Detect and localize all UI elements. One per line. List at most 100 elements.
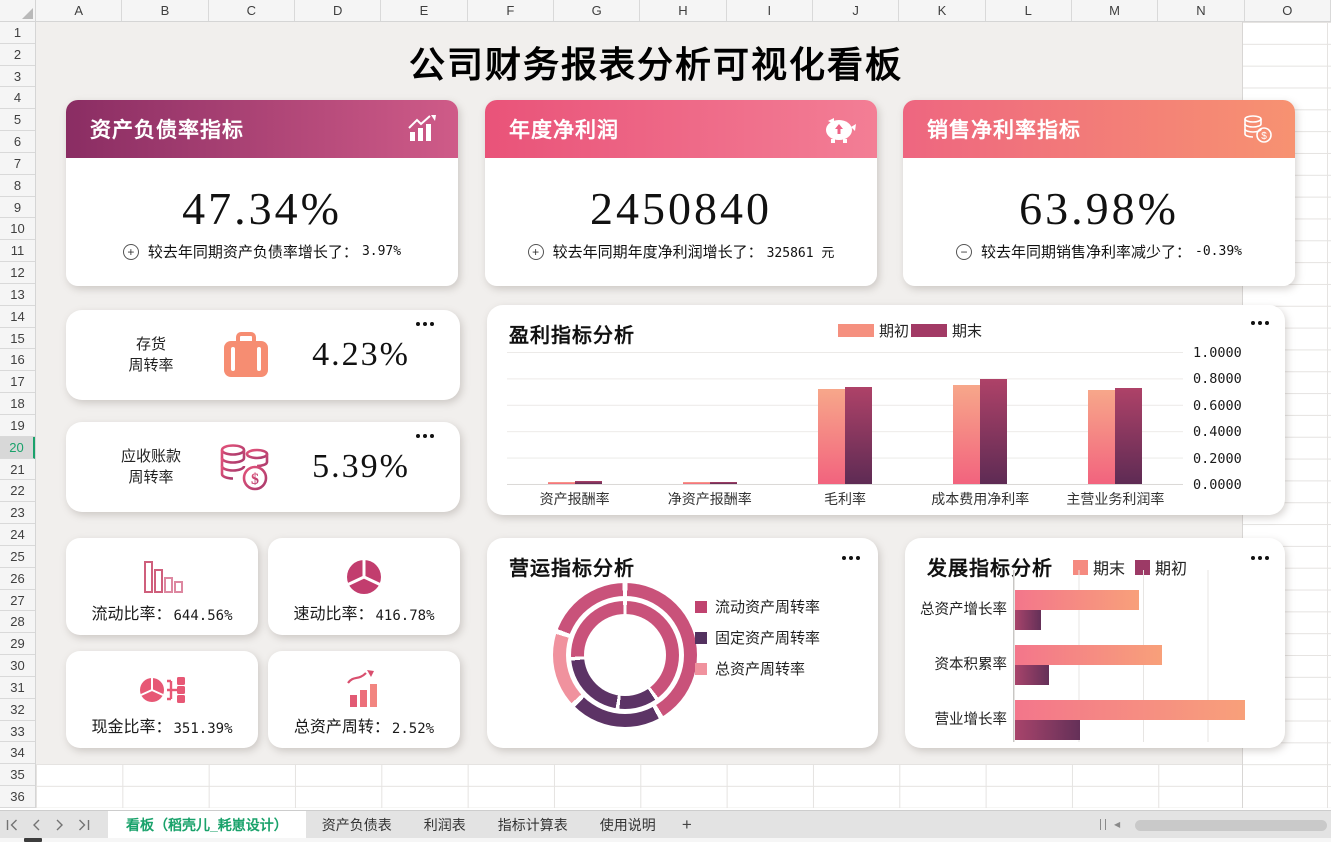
ratio-card-cash-ratio[interactable]: 现金比率： 351.39%: [66, 651, 258, 748]
operation-analysis-chart[interactable]: 营运指标分析 流动资产周转率 固定资产周转率 总资产周转率: [487, 538, 878, 748]
kpi-card-sales-margin[interactable]: 销售净利率指标 $ 63.98% − 较去年同期销售净利率减少了： -0.39%: [903, 100, 1295, 286]
row-header-12[interactable]: 12: [0, 262, 35, 284]
column-header-G[interactable]: G: [554, 0, 641, 21]
tab-指标计算表[interactable]: 指标计算表: [497, 816, 568, 833]
more-options-icon[interactable]: [1248, 321, 1269, 325]
row-header-26[interactable]: 26: [0, 568, 35, 590]
metric-card-inventory-turnover[interactable]: 存货 周转率 4.23%: [66, 310, 460, 400]
legend-swatch: [911, 324, 948, 337]
add-sheet-button[interactable]: +: [681, 814, 692, 834]
row-header-22[interactable]: 22: [0, 480, 35, 503]
row-header-6[interactable]: 6: [0, 131, 35, 153]
row-header-25[interactable]: 25: [0, 546, 35, 568]
tab-使用说明[interactable]: 使用说明: [599, 816, 656, 833]
tab-dashboard-active[interactable]: 看板（稻壳儿_耗崽设计）: [108, 810, 306, 839]
more-options-icon[interactable]: [413, 434, 434, 438]
row-header-20[interactable]: 20: [0, 436, 35, 459]
ratio-card-total-asset-turnover[interactable]: 总资产周转： 2.52%: [268, 651, 460, 748]
scroll-left-icon[interactable]: ◀: [1114, 820, 1121, 829]
row-header-29[interactable]: 29: [0, 633, 35, 656]
row-header-18[interactable]: 18: [0, 393, 35, 415]
chart-legend: 流动资产周转率 固定资产周转率 总资产周转率: [695, 596, 820, 679]
row-header-10[interactable]: 10: [0, 218, 35, 241]
row-header-34[interactable]: 34: [0, 742, 35, 765]
bar-group: [642, 482, 777, 484]
ratio-label: 流动比率：: [91, 605, 172, 623]
row-header-21[interactable]: 21: [0, 459, 35, 481]
row-header-7[interactable]: 7: [0, 153, 35, 175]
first-sheet-button[interactable]: [0, 811, 24, 839]
kpi-card-net-profit[interactable]: 年度净利润 2450840 + 较去年同期年度净利润增长了： 325861 元: [485, 100, 877, 286]
column-header-K[interactable]: K: [899, 0, 986, 21]
ratio-card-quick-ratio[interactable]: 速动比率： 416.78%: [268, 538, 460, 635]
row-header-27[interactable]: 27: [0, 590, 35, 612]
column-header-F[interactable]: F: [468, 0, 554, 21]
more-options-icon[interactable]: [1248, 556, 1269, 560]
y-axis-tick: 0.0000: [1193, 477, 1242, 493]
row-header-8[interactable]: 8: [0, 175, 35, 197]
column-header-M[interactable]: M: [1072, 0, 1159, 21]
tab-splitter-icon[interactable]: [1100, 819, 1106, 830]
row-header-11[interactable]: 11: [0, 240, 35, 263]
row-header-16[interactable]: 16: [0, 349, 35, 372]
kpi-value: 47.34%: [182, 183, 342, 234]
row-header-13[interactable]: 13: [0, 284, 35, 306]
horizontal-scrollbar[interactable]: [1135, 819, 1327, 831]
row-header-36[interactable]: 36: [0, 786, 35, 808]
column-header-O[interactable]: O: [1245, 0, 1331, 21]
kpi-note-text: 较去年同期年度净利润增长了：: [552, 244, 763, 261]
column-header-I[interactable]: I: [727, 0, 813, 21]
row-header-32[interactable]: 32: [0, 699, 35, 721]
column-header-L[interactable]: L: [986, 0, 1072, 21]
row-header-4[interactable]: 4: [0, 87, 35, 110]
row-header-1[interactable]: 1: [0, 22, 35, 44]
kpi-card-title: 年度净利润: [509, 119, 619, 142]
row-header-2[interactable]: 2: [0, 44, 35, 66]
row-header-14[interactable]: 14: [0, 306, 35, 328]
row-header-15[interactable]: 15: [0, 328, 35, 350]
next-sheet-button[interactable]: [48, 811, 72, 839]
row-headers: 1 2 3 4 5 6 7 8 9 10 11 12 13 14 15 16 17 18 19 20 21 22 23 24 2…: [0, 22, 36, 808]
row-header-28[interactable]: 28: [0, 611, 35, 634]
column-header-E[interactable]: E: [381, 0, 468, 21]
row-header-19[interactable]: 19: [0, 415, 35, 437]
row-header-9[interactable]: 9: [0, 197, 35, 219]
row-header-3[interactable]: 3: [0, 66, 35, 88]
column-header-D[interactable]: D: [295, 0, 382, 21]
more-options-icon[interactable]: [839, 556, 860, 560]
column-header-N[interactable]: N: [1158, 0, 1245, 21]
row-header-30[interactable]: 30: [0, 655, 35, 677]
tab-资产负债表[interactable]: 资产负债表: [321, 816, 392, 833]
row-header-33[interactable]: 33: [0, 721, 35, 743]
kpi-note: + 较去年同期资产负债率增长了： 3.97%: [122, 241, 401, 262]
metric-value: 5.39%: [312, 448, 410, 485]
minus-circle-icon: −: [956, 243, 972, 260]
row-header-5[interactable]: 5: [0, 109, 35, 132]
bar-chart-plot: [1013, 570, 1271, 742]
metric-card-receivables-turnover[interactable]: 应收账款 周转率 $ 5.39%: [66, 422, 460, 512]
more-options-icon[interactable]: [413, 322, 434, 326]
declining-bars-icon: [139, 554, 185, 596]
column-header-J[interactable]: J: [813, 0, 900, 21]
rising-bars-icon: [342, 667, 386, 709]
grid-body[interactable]: 公司财务报表分析可视化看板 资产负债率指标 47.34% + 较去年同期资产负债…: [36, 22, 1331, 808]
column-header-B[interactable]: B: [122, 0, 209, 21]
previous-sheet-button[interactable]: [24, 811, 48, 839]
column-header-A[interactable]: A: [36, 0, 123, 21]
kpi-card-debt-ratio[interactable]: 资产负债率指标 47.34% + 较去年同期资产负债率增长了： 3.97%: [66, 100, 458, 286]
row-header-24[interactable]: 24: [0, 524, 35, 546]
row-header-23[interactable]: 23: [0, 502, 35, 525]
select-all-corner[interactable]: [0, 0, 36, 22]
tab-利润表[interactable]: 利润表: [423, 816, 466, 833]
ratio-value: 351.39%: [173, 720, 233, 737]
ratio-card-current-ratio[interactable]: 流动比率： 644.56%: [66, 538, 258, 635]
last-sheet-button[interactable]: [72, 811, 96, 839]
row-header-17[interactable]: 17: [0, 371, 35, 394]
bar-期末: [1015, 645, 1163, 665]
profit-analysis-chart[interactable]: 盈利指标分析 期初 期末 资产报酬率 净资产报酬率 毛利率 成本费用净利率 主营业务利润…: [487, 305, 1285, 515]
row-header-31[interactable]: 31: [0, 677, 35, 699]
row-header-35[interactable]: 35: [0, 764, 35, 786]
column-header-C[interactable]: C: [209, 0, 295, 21]
column-header-H[interactable]: H: [640, 0, 727, 21]
